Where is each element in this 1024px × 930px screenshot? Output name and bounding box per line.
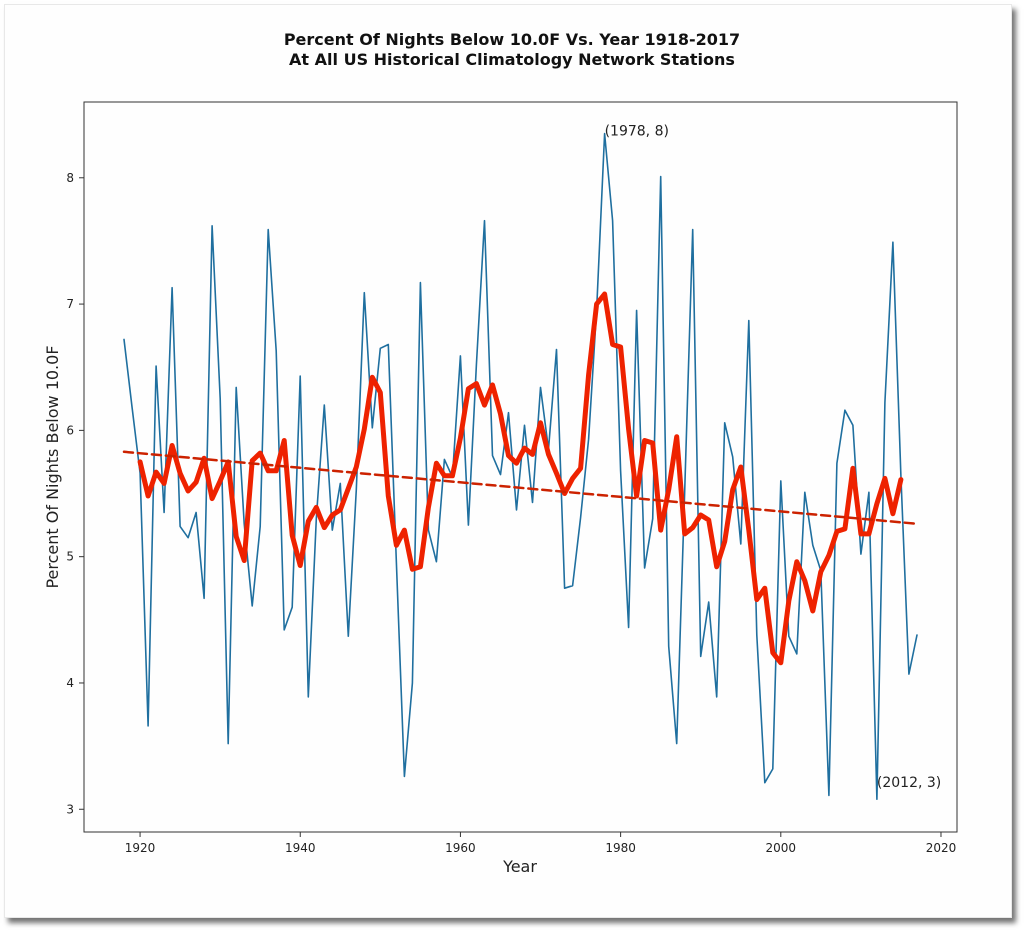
series-linear-trend (122, 450, 919, 526)
x-tick-label: 2020 (926, 841, 957, 855)
x-tick-label: 1940 (285, 841, 316, 855)
y-tick-label: 5 (66, 550, 74, 564)
x-tick-label: 1920 (125, 841, 156, 855)
x-tick-label: 1980 (605, 841, 636, 855)
series-moving-average (137, 291, 904, 666)
plot-area (83, 101, 958, 833)
y-tick-label: 8 (66, 171, 74, 185)
annotation-label: (2012, 3) (877, 775, 941, 791)
y-tick-label: 7 (66, 297, 74, 311)
chart-title: Percent Of Nights Below 10.0F Vs. Year 1… (283, 30, 741, 49)
y-tick-label: 3 (66, 802, 74, 816)
x-axis: 1920 1940 1960 1980 2000 2020 (125, 832, 956, 855)
chart-subtitle: At All US Historical Climatology Network… (289, 50, 735, 69)
y-axis-label: Percent Of Nights Below 10.0F (43, 345, 62, 588)
series-annual-percent (123, 132, 918, 801)
annotation-label: (1978, 8) (605, 124, 669, 140)
x-tick-label: 2000 (766, 841, 797, 855)
x-tick-label: 1960 (445, 841, 476, 855)
series-group (122, 132, 919, 801)
y-axis: 3 4 5 6 7 8 (66, 171, 84, 816)
x-axis-label: Year (502, 857, 537, 876)
annotations: (1978, 8) (2012, 3) (605, 124, 942, 792)
y-tick-label: 4 (66, 676, 74, 690)
figure-frame (4, 4, 1012, 918)
y-tick-label: 6 (66, 423, 74, 437)
